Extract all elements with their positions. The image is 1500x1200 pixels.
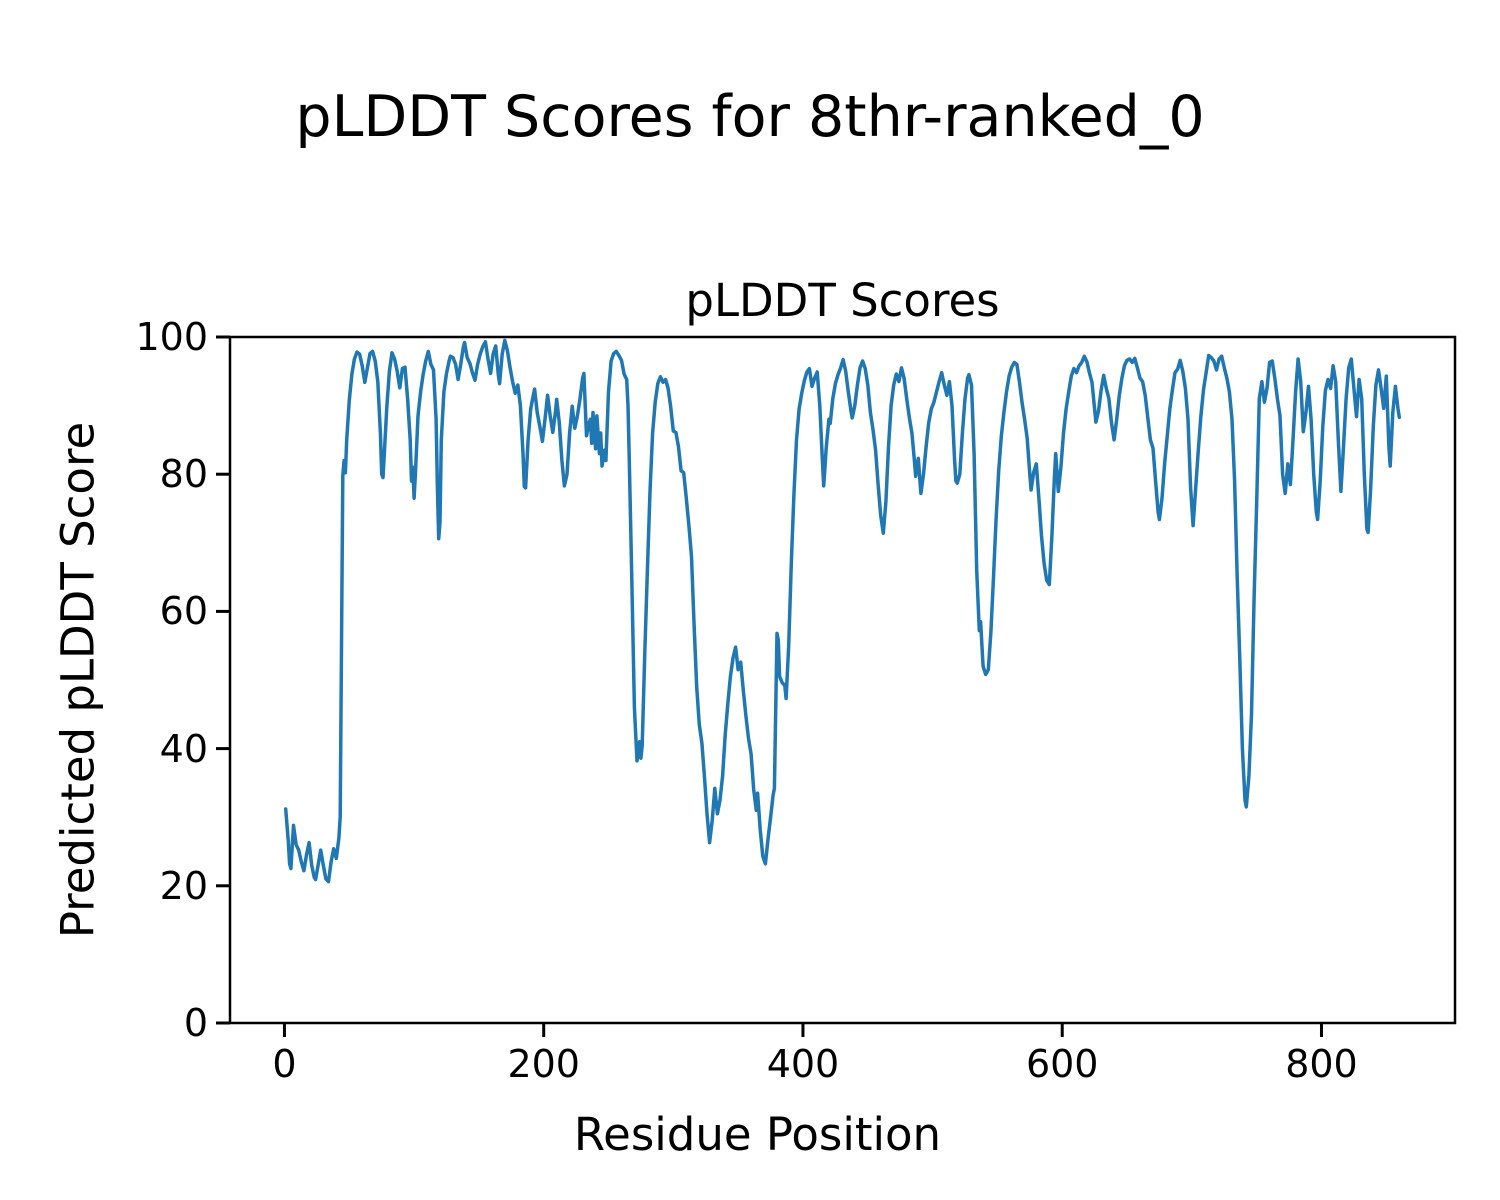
axes-spines bbox=[228, 335, 1457, 1025]
x-tick-label: 200 bbox=[507, 1042, 580, 1086]
figure-suptitle: pLDDT Scores for 8thr-ranked_0 bbox=[295, 84, 1205, 150]
x-tick-label: 800 bbox=[1285, 1042, 1358, 1086]
axis-ticks bbox=[216, 335, 1323, 1037]
y-tick-label: 100 bbox=[135, 315, 208, 359]
y-tick-label: 60 bbox=[159, 589, 208, 634]
plddt-line bbox=[283, 338, 1402, 884]
y-tick-label: 20 bbox=[159, 863, 208, 908]
x-tick-label: 0 bbox=[272, 1042, 297, 1086]
axes-title: pLDDT Scores bbox=[685, 274, 1000, 327]
y-tick-label: 80 bbox=[159, 452, 208, 497]
y-tick-label: 0 bbox=[183, 1001, 208, 1045]
y-axis-label: Predicted pLDDT Score bbox=[51, 421, 105, 939]
y-tick-label: 40 bbox=[159, 726, 208, 771]
x-axis-label: Residue Position bbox=[573, 1108, 942, 1161]
x-tick-label: 400 bbox=[766, 1042, 840, 1086]
x-tick-label: 600 bbox=[1025, 1042, 1099, 1086]
